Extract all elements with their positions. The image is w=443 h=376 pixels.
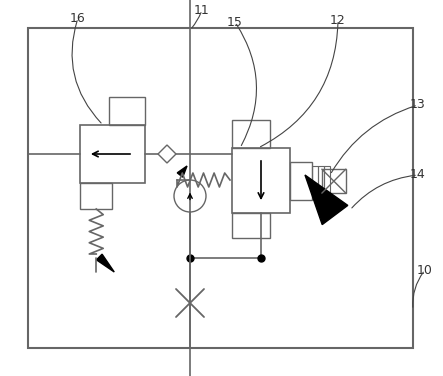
Polygon shape — [97, 254, 114, 272]
Bar — [109, 97, 145, 125]
Text: 14: 14 — [410, 168, 426, 182]
Bar — [324, 166, 330, 196]
Text: 13: 13 — [410, 99, 426, 112]
Polygon shape — [158, 145, 176, 163]
Bar — [322, 169, 346, 193]
Polygon shape — [177, 166, 187, 177]
Text: 11: 11 — [194, 3, 210, 17]
Polygon shape — [305, 175, 348, 224]
Bar — [290, 162, 312, 200]
Bar — [80, 183, 113, 209]
Bar — [80, 125, 145, 183]
Circle shape — [174, 180, 206, 212]
Bar — [312, 166, 318, 196]
Text: 15: 15 — [227, 15, 243, 29]
Bar — [232, 148, 290, 213]
Text: 16: 16 — [70, 12, 86, 24]
Text: 10: 10 — [417, 264, 433, 276]
Bar — [232, 213, 270, 238]
Bar — [232, 120, 270, 148]
Text: 12: 12 — [330, 14, 346, 26]
Bar — [318, 166, 324, 196]
Bar — [28, 28, 413, 348]
